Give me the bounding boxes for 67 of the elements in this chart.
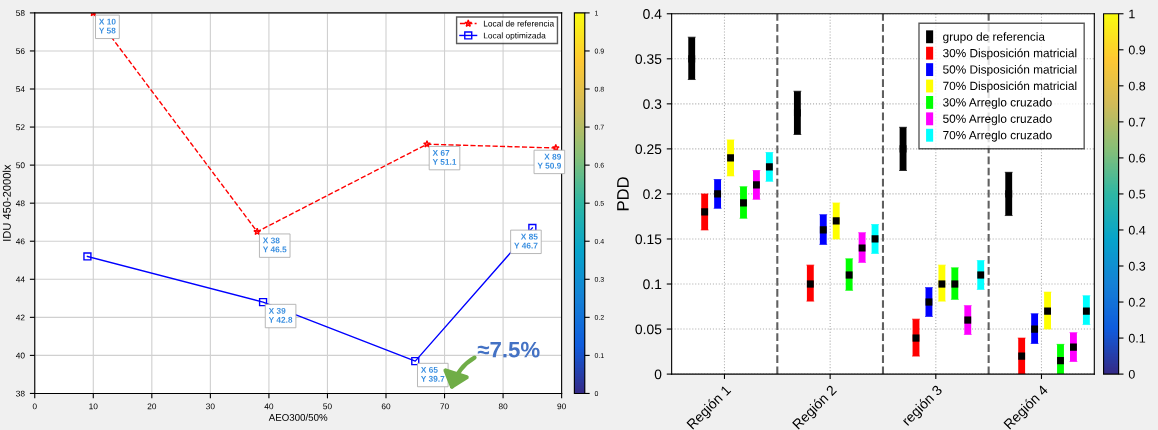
- point: [253, 227, 262, 236]
- color-bar-label: 0.5: [1128, 189, 1146, 199]
- point: [551, 143, 560, 152]
- x-tick-label: 0: [32, 403, 37, 410]
- annotation: X 89 Y 50.9: [537, 153, 562, 169]
- y-tick-label: 58: [16, 10, 25, 16]
- x-tick-label: 90: [557, 403, 566, 410]
- x-tick-label: 10: [89, 403, 98, 410]
- y-axis-title: IDU 450-2000lx: [2, 164, 11, 241]
- point: [411, 356, 420, 366]
- annotation: X 67 Y 51.1: [432, 149, 457, 165]
- y-tick-label: 0.3: [643, 99, 662, 110]
- color-bar-label: 0.2: [1128, 297, 1146, 307]
- y-tick-label: 0.2: [643, 189, 662, 200]
- y-tick-label: 0: [654, 369, 662, 380]
- point: [83, 252, 92, 261]
- y-tick-label: 50: [16, 162, 25, 169]
- y-tick-label: 48: [15, 200, 25, 207]
- y-tick-label: 0.15: [635, 234, 662, 245]
- x-axis-title: AEO300/50%: [268, 413, 328, 421]
- legend-label: Local de referencia: [483, 20, 555, 27]
- y-tick-label: 52: [16, 124, 25, 131]
- color-bar-label: 0.9: [1128, 45, 1146, 55]
- y-tick-label: 0.25: [635, 144, 662, 155]
- x-tick-label: 20: [147, 403, 157, 410]
- annotation: X 65 Y 39.7: [420, 366, 445, 382]
- x-tick-label: 30: [206, 403, 215, 410]
- color-bar-label: 0.8: [1128, 81, 1146, 91]
- point: [422, 140, 431, 148]
- legend-label: 30% Disposición matricial: [943, 48, 1077, 60]
- color-bar-label: 0.1: [1128, 333, 1146, 343]
- annotation: X 10 Y 58: [98, 18, 116, 34]
- color-bar-label: 0: [1128, 369, 1135, 379]
- legend-label: Local optimizada: [483, 32, 546, 41]
- y-tick-label: 46: [15, 238, 25, 245]
- x-tick-label: 50: [323, 403, 332, 410]
- y-tick-label: 0.35: [635, 54, 662, 64]
- annotation: X 38 Y 46.5: [262, 237, 287, 253]
- x-tick-label: 60: [381, 403, 391, 410]
- legend-label: 50% Disposición matricial: [943, 64, 1077, 77]
- x-tick-label: 80: [498, 403, 508, 410]
- x-tick-label: 40: [264, 403, 274, 410]
- annotation: ≈7.5%: [477, 341, 540, 358]
- point: [258, 297, 268, 307]
- y-tick-label: 54: [16, 86, 25, 93]
- color-bar-label: 0.4: [1128, 225, 1146, 235]
- legend-label: grupo de referencia: [943, 32, 1045, 44]
- y-tick-label: 0.1: [643, 279, 662, 290]
- legend-label: 70% Disposición matricial: [943, 81, 1077, 93]
- y-axis-title: PDD: [617, 177, 629, 211]
- annotation: X 39 Y 42.8: [268, 307, 293, 323]
- color-bar-label: 0.6: [1128, 153, 1146, 163]
- y-tick-label: 56: [16, 48, 25, 55]
- y-tick-label: 44: [15, 276, 25, 283]
- color-bar-label: 1: [1129, 9, 1135, 19]
- legend-label: 30% Arreglo cruzado: [943, 97, 1052, 109]
- color-bar-label: 0.7: [1128, 117, 1146, 127]
- color-bar-label: 0.3: [1128, 261, 1146, 271]
- legend-label: 70% Arreglo cruzado: [943, 130, 1052, 142]
- annotation: X 85 Y 46.7: [514, 233, 538, 249]
- x-tick-label: 70: [440, 403, 449, 410]
- y-tick-label: 38: [16, 390, 25, 397]
- y-tick-label: 40: [15, 352, 25, 359]
- y-tick-label: 0.05: [635, 324, 662, 335]
- y-tick-label: 0.4: [643, 9, 662, 19]
- y-tick-label: 42: [15, 314, 25, 321]
- legend-label: 50% Arreglo cruzado: [943, 114, 1052, 126]
